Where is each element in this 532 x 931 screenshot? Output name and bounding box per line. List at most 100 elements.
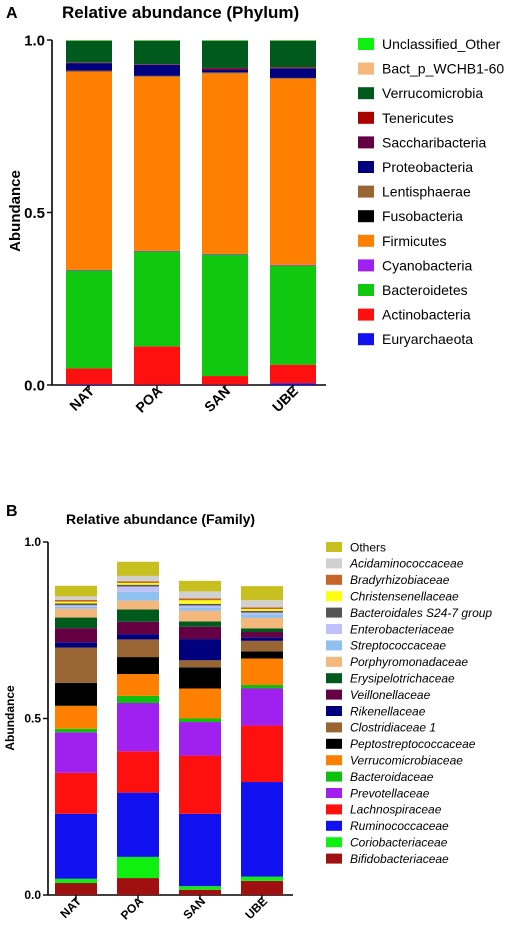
bar-segment-nat-others [55, 585, 97, 597]
bar-segment-san-bradyrhizobiaceae [179, 598, 221, 601]
bar-segment-san-christensenellaceae [179, 600, 221, 604]
legend-label: Peptostreptococcaceae [350, 737, 476, 751]
legend-label: Lachnospiraceae [350, 803, 442, 817]
legend-swatch [358, 308, 374, 321]
bar-segment-nat-cyanobacteria [66, 269, 112, 271]
bar-segment-ube-streptococcaceae [241, 614, 283, 618]
legend-swatch [326, 837, 342, 848]
bar-segment-nat-bacteroidetes [66, 270, 112, 369]
legend-swatch [326, 673, 342, 684]
bar-segment-poa-streptococcaceae [117, 591, 159, 601]
bar-segment-ube-cyanobacteria [270, 264, 316, 266]
y-tick-label: 1.0 [24, 32, 45, 49]
bar-segment-san-bacteroidales-s24-7-group [179, 603, 221, 606]
legend-label: Erysipelotrichaceae [350, 672, 455, 686]
bar-segment-nat-streptococcaceae [55, 606, 97, 609]
bar-segment-nat-porphyromonadaceae [55, 608, 97, 618]
legend-swatch [358, 62, 374, 75]
bar-segment-nat-bacteroidaceae [55, 728, 97, 733]
bar-segment-ube-prevotellaceae [241, 688, 283, 726]
x-category-label: NAT [57, 894, 84, 921]
bar-segment-nat-firmicutes [66, 71, 112, 270]
bar-segment-nat-lachnospiraceae [55, 772, 97, 814]
x-category-label: SAN [201, 383, 233, 415]
bar-segment-ube-verrucomicrobia [270, 40, 316, 68]
legend-label: Enterobacteriaceae [350, 622, 454, 636]
bar-segment-san-ruminococcaceae [179, 813, 221, 887]
bar-segment-nat-prevotellaceae [55, 732, 97, 773]
panel-b-title: Relative abundance (Family) [66, 511, 255, 527]
legend-swatch [326, 771, 342, 782]
bar-segment-nat-christensenellaceae [55, 601, 97, 604]
legend-swatch [326, 706, 342, 716]
legend-label: Veillonellaceae [350, 688, 431, 702]
bar-segment-poa-verrucomicrobia [134, 40, 180, 65]
legend-label: Acidaminococcaceae [349, 557, 464, 571]
panel-b-family-chart: B Relative abundance (Family) Abundance … [3, 503, 492, 923]
bar-segment-ube-bifidobacteriaceae [241, 880, 283, 895]
legend-label: Proteobacteria [382, 159, 473, 175]
legend-swatch [358, 284, 374, 296]
bar-segment-poa-enterobacteriaceae [117, 586, 159, 592]
bar-segment-poa-bradyrhizobiaceae [117, 581, 159, 583]
legend-swatch [326, 788, 342, 798]
bar-segment-san-actinobacteria [202, 376, 248, 385]
legend-label: Bacteroidales S24-7 group [350, 606, 492, 620]
legend-label: Christensenellaceae [350, 590, 459, 604]
legend-swatch [326, 853, 342, 864]
bar-segment-san-rikenellaceae [179, 639, 221, 661]
legend-label: Verrucomicrobia [382, 85, 483, 101]
legend-label: Rikenellaceae [350, 704, 426, 718]
bar-segment-ube-actinobacteria [270, 364, 316, 384]
bar-segment-nat-acidaminococcaceae [55, 596, 97, 600]
bar-segment-nat-rikenellaceae [55, 642, 97, 648]
bar-segment-ube-acidaminococcaceae [241, 600, 283, 608]
bar-segment-san-erysipelotrichaceae [179, 621, 221, 627]
bar-segment-ube-bacteroidales-s24-7-group [241, 610, 283, 613]
bar-segment-poa-prevotellaceae [117, 702, 159, 752]
panel-b-y-axis-label: Abundance [3, 685, 17, 751]
legend-swatch [326, 722, 342, 733]
bar-segment-poa-proteobacteria [134, 64, 180, 76]
bar-segment-nat-bacteroidales-s24-7-group [55, 603, 97, 606]
panel-b-legend: Others Acidaminococcaceae Bradyrhizobiacea… [326, 540, 492, 866]
bar-segment-ube-bacteroidaceae [241, 684, 283, 689]
bar-segment-san-streptococcaceae [179, 607, 221, 611]
x-category-label: SAN [180, 894, 208, 922]
bar-segment-nat-verrucomicrobiaceae [55, 705, 97, 729]
bar-segment-ube-christensenellaceae [241, 609, 283, 611]
bar-segment-ube-bradyrhizobiaceae [241, 607, 283, 610]
legend-swatch [358, 210, 374, 223]
y-tick-label: 1.0 [24, 535, 41, 549]
panel-b-label: B [6, 503, 18, 520]
bar-segment-san-peptostreptococcaceae [179, 667, 221, 689]
legend-swatch [358, 161, 374, 173]
bar-segment-ube-veillonellaceae [241, 632, 283, 638]
bar-segment-poa-clostridiaceae-1 [117, 639, 159, 658]
legend-swatch [326, 542, 342, 552]
legend-label: Tenericutes [382, 110, 454, 126]
panel-a-title: Relative abundance (Phylum) [62, 3, 299, 22]
panel-a-phylum-chart: A Relative abundance (Phylum) Abundance … [6, 3, 504, 416]
legend-label: Verrucomicrobiaceae [350, 754, 463, 768]
legend-label: Unclassified_Other [382, 36, 501, 52]
bar-segment-san-veillonellaceae [179, 626, 221, 640]
legend-swatch [326, 689, 342, 700]
bar-segment-ube-bacteroidetes [270, 265, 316, 365]
legend-label: Euryarchaeota [382, 331, 473, 347]
panel-a-label: A [6, 5, 18, 22]
bar-segment-nat-veillonellaceae [55, 628, 97, 643]
legend-label: Fusobacteria [382, 208, 463, 224]
bar-segment-ube-euryarchaeota [270, 383, 316, 385]
legend-swatch [326, 640, 342, 651]
bar-segment-poa-erysipelotrichaceae [117, 609, 159, 622]
legend-label: Bact_p_WCHB1-60 [382, 61, 504, 77]
legend-swatch [326, 558, 342, 569]
legend-swatch [326, 738, 342, 749]
y-tick-label: 0.0 [24, 888, 41, 902]
legend-swatch [326, 755, 342, 766]
legend-label: Bradyrhizobiaceae [350, 573, 450, 587]
bar-segment-nat-peptostreptococcaceae [55, 682, 97, 706]
bar-segment-nat-ruminococcaceae [55, 813, 97, 879]
bar-segment-ube-coriobacteriaceae [241, 876, 283, 881]
